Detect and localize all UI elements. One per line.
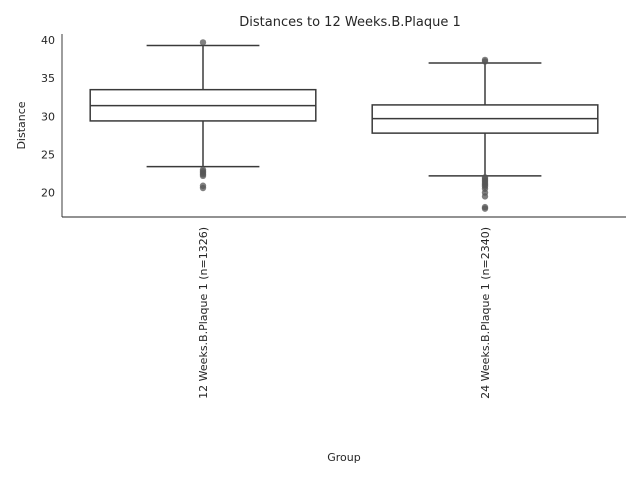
y-tick-label: 25 bbox=[41, 148, 55, 161]
y-tick-label: 20 bbox=[41, 187, 55, 200]
outlier-point bbox=[199, 184, 207, 192]
x-axis-categories: 12 Weeks.B.Plaque 1 (n=1326) 24 Weeks.B.P… bbox=[197, 227, 492, 399]
outlier-point bbox=[481, 193, 489, 200]
outlier-point bbox=[199, 172, 207, 180]
box-group bbox=[89, 39, 317, 192]
y-axis-ticks: 20 25 30 35 40 bbox=[41, 34, 55, 200]
box-group bbox=[371, 56, 599, 212]
x-axis-label: Group bbox=[327, 451, 361, 464]
x-category-label: 24 Weeks.B.Plaque 1 (n=2340) bbox=[479, 227, 492, 399]
y-tick-label: 30 bbox=[41, 110, 55, 123]
outlier-point bbox=[199, 39, 207, 46]
x-category-label: 12 Weeks.B.Plaque 1 (n=1326) bbox=[197, 227, 210, 399]
chart-title: Distances to 12 Weeks.B.Plaque 1 bbox=[239, 15, 461, 30]
plot-area bbox=[89, 39, 599, 212]
y-tick-label: 40 bbox=[41, 34, 55, 47]
outlier-point bbox=[481, 205, 489, 212]
outlier-point bbox=[481, 58, 489, 65]
y-tick-label: 35 bbox=[41, 72, 55, 85]
y-axis-label: Distance bbox=[15, 101, 28, 149]
